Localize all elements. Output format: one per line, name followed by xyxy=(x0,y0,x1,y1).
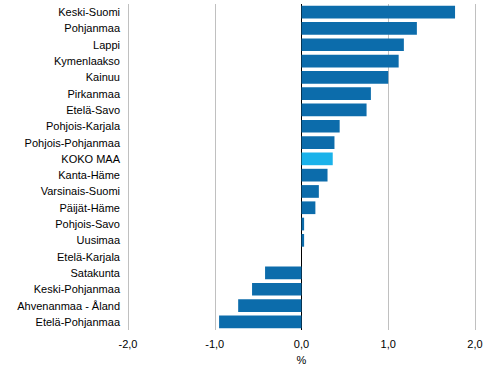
svg-text:Pohjois-Karjala: Pohjois-Karjala xyxy=(46,120,121,132)
svg-text:Päijät-Häme: Päijät-Häme xyxy=(59,202,120,214)
svg-text:Keski-Suomi: Keski-Suomi xyxy=(58,6,120,18)
svg-text:Pohjanmaa: Pohjanmaa xyxy=(64,22,121,34)
svg-text:Uusimaa: Uusimaa xyxy=(77,234,121,246)
svg-text:Pirkanmaa: Pirkanmaa xyxy=(67,88,120,100)
svg-text:Ahvenanmaa - Åland: Ahvenanmaa - Åland xyxy=(17,300,120,312)
svg-text:Kanta-Häme: Kanta-Häme xyxy=(58,169,120,181)
svg-text:Keski-Pohjanmaa: Keski-Pohjanmaa xyxy=(34,283,121,295)
svg-text:0,0: 0,0 xyxy=(294,338,309,350)
svg-text:1,0: 1,0 xyxy=(381,338,396,350)
svg-text:Varsinais-Suomi: Varsinais-Suomi xyxy=(41,185,120,197)
svg-text:Pohjois-Savo: Pohjois-Savo xyxy=(55,218,120,230)
svg-text:2,0: 2,0 xyxy=(467,338,482,350)
svg-text:Kainuu: Kainuu xyxy=(86,71,120,83)
svg-text:Satakunta: Satakunta xyxy=(70,267,120,279)
svg-text:Lappi: Lappi xyxy=(93,39,120,51)
svg-text:Etelä-Pohjanmaa: Etelä-Pohjanmaa xyxy=(36,316,121,328)
svg-text:Etelä-Savo: Etelä-Savo xyxy=(66,104,120,116)
svg-text:Pohjois-Pohjanmaa: Pohjois-Pohjanmaa xyxy=(25,137,121,149)
svg-text:KOKO MAA: KOKO MAA xyxy=(61,153,120,165)
svg-text:Etelä-Karjala: Etelä-Karjala xyxy=(57,251,121,263)
svg-text:-1,0: -1,0 xyxy=(205,338,224,350)
svg-text:Kymenlaakso: Kymenlaakso xyxy=(54,55,120,67)
svg-text:%: % xyxy=(297,354,307,366)
svg-text:-2,0: -2,0 xyxy=(119,338,138,350)
